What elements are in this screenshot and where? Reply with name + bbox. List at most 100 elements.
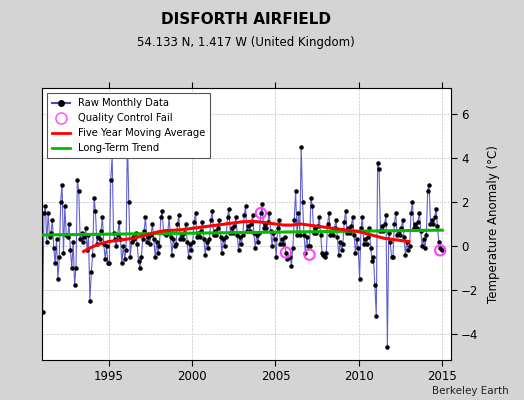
Point bbox=[316, 232, 325, 238]
Point bbox=[159, 230, 168, 236]
Point bbox=[206, 216, 215, 223]
Point bbox=[219, 236, 227, 242]
Point bbox=[134, 258, 143, 264]
Point bbox=[289, 245, 297, 251]
Point bbox=[193, 234, 201, 240]
Point bbox=[311, 225, 319, 232]
Point bbox=[261, 221, 269, 227]
Point bbox=[362, 240, 370, 247]
Point bbox=[407, 210, 415, 216]
Point bbox=[101, 256, 110, 262]
Point bbox=[140, 227, 148, 234]
Point bbox=[329, 232, 337, 238]
Point bbox=[322, 249, 331, 256]
Point bbox=[76, 236, 84, 242]
Point bbox=[385, 230, 393, 236]
Point bbox=[364, 234, 372, 240]
Point bbox=[73, 177, 82, 183]
Point bbox=[305, 252, 314, 258]
Point bbox=[216, 234, 225, 240]
Point bbox=[414, 219, 422, 225]
Point bbox=[114, 232, 122, 238]
Legend: Raw Monthly Data, Quality Control Fail, Five Year Moving Average, Long-Term Tren: Raw Monthly Data, Quality Control Fail, … bbox=[47, 93, 210, 158]
Point bbox=[170, 243, 179, 249]
Point bbox=[337, 247, 346, 254]
Point bbox=[402, 238, 411, 245]
Point bbox=[61, 203, 69, 210]
Point bbox=[312, 230, 321, 236]
Point bbox=[122, 247, 130, 254]
Point bbox=[404, 247, 412, 254]
Point bbox=[137, 254, 146, 260]
Point bbox=[106, 177, 115, 183]
Point bbox=[195, 234, 204, 240]
Point bbox=[52, 236, 61, 242]
Point bbox=[369, 254, 378, 260]
Point bbox=[370, 282, 379, 289]
Point bbox=[268, 243, 276, 249]
Point bbox=[406, 243, 414, 249]
Point bbox=[44, 210, 52, 216]
Point bbox=[275, 216, 283, 223]
Point bbox=[342, 208, 350, 214]
Point bbox=[339, 240, 347, 247]
Point bbox=[143, 238, 151, 245]
Point bbox=[286, 254, 294, 260]
Point bbox=[431, 214, 439, 221]
Point bbox=[123, 133, 132, 140]
Point bbox=[118, 260, 126, 267]
Point bbox=[68, 265, 76, 271]
Point bbox=[72, 265, 80, 271]
Point bbox=[53, 276, 62, 282]
Point bbox=[291, 188, 300, 194]
Point bbox=[161, 227, 169, 234]
Point bbox=[397, 225, 406, 232]
Point bbox=[287, 262, 296, 269]
Point bbox=[251, 245, 259, 251]
Point bbox=[80, 234, 89, 240]
Point bbox=[236, 234, 244, 240]
Point bbox=[354, 245, 363, 251]
Point bbox=[194, 230, 202, 236]
Point bbox=[238, 232, 247, 238]
Point bbox=[225, 206, 233, 212]
Point bbox=[147, 232, 155, 238]
Point bbox=[321, 254, 329, 260]
Point bbox=[226, 230, 235, 236]
Point bbox=[78, 230, 86, 236]
Point bbox=[300, 232, 308, 238]
Point bbox=[186, 240, 194, 247]
Point bbox=[376, 227, 385, 234]
Point bbox=[110, 230, 118, 236]
Point bbox=[138, 236, 147, 242]
Point bbox=[244, 223, 253, 229]
Point bbox=[436, 245, 444, 251]
Point bbox=[234, 247, 243, 254]
Point bbox=[315, 214, 323, 221]
Point bbox=[264, 219, 272, 225]
Y-axis label: Temperature Anomaly (°C): Temperature Anomaly (°C) bbox=[487, 145, 500, 303]
Point bbox=[233, 232, 242, 238]
Point bbox=[70, 282, 79, 289]
Point bbox=[232, 214, 240, 221]
Point bbox=[162, 232, 170, 238]
Point bbox=[350, 232, 358, 238]
Point bbox=[63, 234, 72, 240]
Point bbox=[282, 249, 290, 256]
Point bbox=[94, 234, 102, 240]
Point bbox=[223, 214, 232, 221]
Point bbox=[200, 236, 208, 242]
Point bbox=[393, 232, 401, 238]
Point bbox=[90, 194, 98, 201]
Point bbox=[428, 216, 436, 223]
Point bbox=[432, 206, 440, 212]
Point bbox=[111, 236, 119, 242]
Point bbox=[38, 308, 47, 315]
Point bbox=[127, 238, 136, 245]
Point bbox=[240, 212, 248, 218]
Point bbox=[283, 256, 291, 262]
Point bbox=[214, 225, 222, 232]
Point bbox=[266, 227, 275, 234]
Point bbox=[211, 227, 219, 234]
Point bbox=[169, 236, 178, 242]
